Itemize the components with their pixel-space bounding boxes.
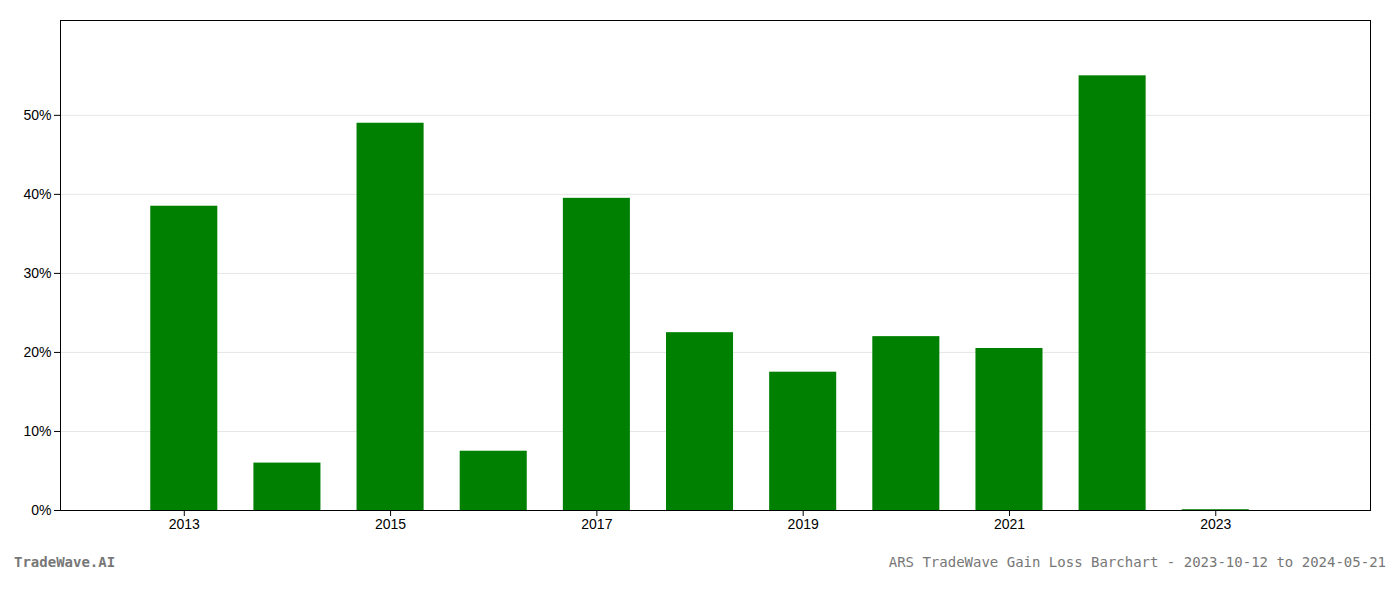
svg-text:0%: 0% [31, 502, 51, 518]
svg-text:2023: 2023 [1200, 516, 1231, 532]
svg-text:30%: 30% [23, 265, 51, 281]
svg-text:40%: 40% [23, 186, 51, 202]
svg-text:2019: 2019 [788, 516, 819, 532]
svg-text:2017: 2017 [581, 516, 612, 532]
svg-text:10%: 10% [23, 423, 51, 439]
svg-text:2013: 2013 [169, 516, 200, 532]
svg-text:2021: 2021 [994, 516, 1025, 532]
html-text:TradeWave.AI: TradeWave.AI [14, 554, 116, 570]
html-text:ARS TradeWave Gain Loss Barcha: ARS TradeWave Gain Loss Barchart - 2023-… [888, 554, 1386, 570]
svg-text:50%: 50% [23, 107, 51, 123]
svg-text:20%: 20% [23, 344, 51, 360]
svg-text:2015: 2015 [375, 516, 406, 532]
